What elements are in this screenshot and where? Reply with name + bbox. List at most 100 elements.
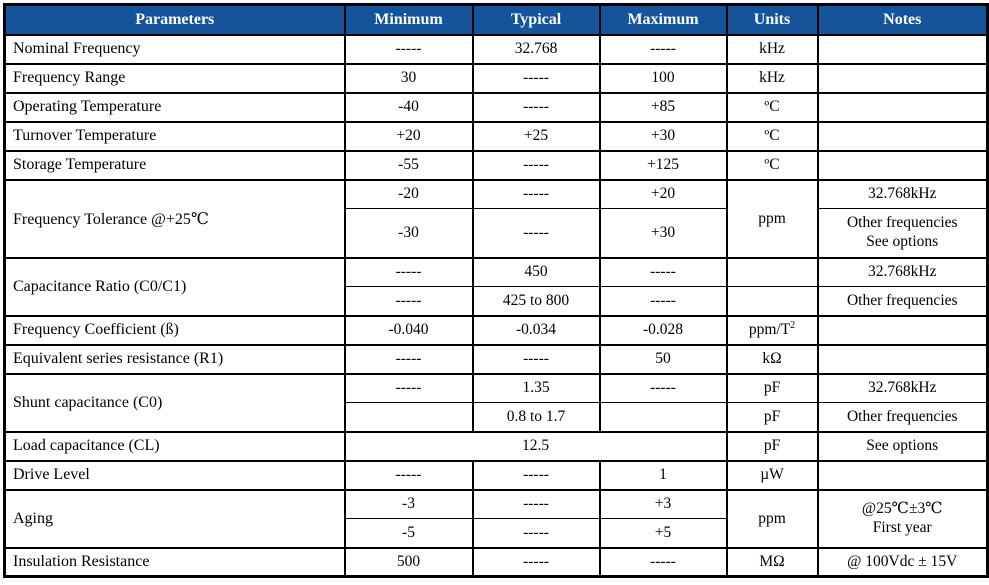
min-cell: ----- bbox=[343, 372, 474, 403]
max-cell: +20 bbox=[598, 178, 728, 209]
notes-cell: 32.768kHz bbox=[816, 178, 989, 209]
max-cell: +5 bbox=[598, 518, 728, 549]
table-row: Aging -3 ----- +3 ppm @25℃±3℃ First year bbox=[3, 488, 989, 549]
col-header-maximum: Maximum bbox=[598, 3, 728, 36]
max-cell: +3 bbox=[598, 488, 728, 519]
max-cell: -0.028 bbox=[598, 314, 728, 346]
header-row: Parameters Minimum Typical Maximum Units… bbox=[3, 3, 989, 36]
typ-cell: 425 to 800 bbox=[471, 286, 601, 317]
param-cell: Equivalent series resistance (R1) bbox=[3, 343, 346, 375]
notes-cell: @25℃±3℃ First year bbox=[816, 488, 989, 549]
max-cell bbox=[598, 402, 728, 433]
notes-cell: See options bbox=[816, 430, 989, 462]
min-cell: 30 bbox=[343, 62, 474, 94]
min-cell: -40 bbox=[343, 91, 474, 123]
param-cell: Capacitance Ratio (C0/C1) bbox=[3, 256, 346, 317]
table-row: Insulation Resistance 500 ----- ----- MΩ… bbox=[3, 546, 989, 578]
min-cell: ----- bbox=[343, 33, 474, 65]
min-cell: -5 bbox=[343, 518, 474, 549]
notes-cell: Other frequencies bbox=[816, 286, 989, 317]
notes-cell bbox=[816, 314, 989, 346]
notes-line: First year bbox=[872, 518, 932, 536]
col-header-minimum: Minimum bbox=[343, 3, 474, 36]
max-cell: 1 bbox=[598, 459, 728, 491]
units-cell bbox=[725, 256, 819, 287]
notes-cell: 32.768kHz bbox=[816, 372, 989, 403]
units-cell: ppm/T2 bbox=[725, 314, 819, 346]
min-cell: -30 bbox=[343, 208, 474, 259]
col-header-parameters: Parameters bbox=[3, 3, 346, 36]
notes-cell: Other frequencies bbox=[816, 402, 989, 433]
notes-line: @25℃±3℃ bbox=[861, 500, 943, 518]
units-cell bbox=[725, 286, 819, 317]
typ-cell: ----- bbox=[471, 459, 601, 491]
units-cell: kHz bbox=[725, 33, 819, 65]
units-superscript: 2 bbox=[790, 319, 796, 331]
notes-cell bbox=[816, 91, 989, 123]
units-cell: ºC bbox=[725, 91, 819, 123]
typ-cell: ----- bbox=[471, 488, 601, 519]
typ-cell: ----- bbox=[471, 518, 601, 549]
min-cell: ----- bbox=[343, 286, 474, 317]
notes-cell: @ 100Vdc ± 15V bbox=[816, 546, 989, 578]
min-cell: ----- bbox=[343, 459, 474, 491]
param-cell: Operating Temperature bbox=[3, 91, 346, 123]
max-cell: ----- bbox=[598, 33, 728, 65]
param-cell: Drive Level bbox=[3, 459, 346, 491]
max-cell: ----- bbox=[598, 546, 728, 578]
param-cell: Shunt capacitance (C0) bbox=[3, 372, 346, 433]
notes-cell bbox=[816, 459, 989, 491]
spec-table: Parameters Minimum Typical Maximum Units… bbox=[3, 3, 989, 578]
notes-cell bbox=[816, 149, 989, 181]
units-cell: MΩ bbox=[725, 546, 819, 578]
typ-cell: 450 bbox=[471, 256, 601, 287]
table-row: 0.8 to 1.7 pF Other frequencies bbox=[5, 402, 989, 433]
max-cell: +30 bbox=[598, 208, 728, 259]
max-cell: +30 bbox=[598, 120, 728, 152]
table-row: ----- 425 to 800 ----- Other frequencies bbox=[5, 286, 989, 317]
units-cell: ppm bbox=[725, 178, 819, 259]
notes-line: Other frequencies bbox=[846, 214, 958, 232]
table-row: Shunt capacitance (C0) ----- 1.35 ----- … bbox=[3, 372, 989, 433]
min-cell: -0.040 bbox=[343, 314, 474, 346]
typ-cell: ----- bbox=[471, 546, 601, 578]
notes-cell: 32.768kHz bbox=[816, 256, 989, 287]
units-cell: pF bbox=[725, 372, 819, 403]
param-cell: Frequency Range bbox=[3, 62, 346, 94]
typ-cell: -0.034 bbox=[471, 314, 601, 346]
typ-cell: ----- bbox=[471, 208, 601, 259]
typ-cell: 32.768 bbox=[471, 33, 601, 65]
typ-cell: +25 bbox=[471, 120, 601, 152]
notes-cell bbox=[816, 343, 989, 375]
notes-cell: Other frequencies See options bbox=[816, 208, 989, 259]
units-cell: kHz bbox=[725, 62, 819, 94]
min-cell: ----- bbox=[343, 256, 474, 287]
max-cell: 100 bbox=[598, 62, 728, 94]
table-row: Frequency Coefficient (ß) -0.040 -0.034 … bbox=[3, 314, 989, 346]
param-cell: Load capacitance (CL) bbox=[3, 430, 346, 462]
typ-cell: 0.8 to 1.7 bbox=[471, 402, 601, 433]
param-cell: Aging bbox=[3, 488, 346, 549]
typ-cell: ----- bbox=[471, 343, 601, 375]
col-header-typical: Typical bbox=[471, 3, 601, 36]
units-cell: pF bbox=[725, 430, 819, 462]
units-cell: ºC bbox=[725, 120, 819, 152]
table-row: Load capacitance (CL) 12.5 pF See option… bbox=[3, 430, 989, 462]
typ-cell: ----- bbox=[471, 149, 601, 181]
units-cell: kΩ bbox=[725, 343, 819, 375]
max-cell: ----- bbox=[598, 372, 728, 403]
typ-cell: ----- bbox=[471, 178, 601, 209]
notes-cell bbox=[816, 62, 989, 94]
param-cell: Frequency Tolerance @+25℃ bbox=[3, 178, 346, 259]
min-cell: +20 bbox=[343, 120, 474, 152]
table-row: -5 ----- +5 bbox=[5, 518, 988, 549]
min-cell: -20 bbox=[343, 178, 474, 209]
min-cell bbox=[343, 402, 474, 433]
min-cell: -3 bbox=[343, 488, 474, 519]
units-cell: ºC bbox=[725, 149, 819, 181]
max-cell: +125 bbox=[598, 149, 728, 181]
param-cell: Storage Temperature bbox=[3, 149, 346, 181]
max-cell: 50 bbox=[598, 343, 728, 375]
min-cell: -55 bbox=[343, 149, 474, 181]
notes-line: See options bbox=[866, 232, 939, 250]
